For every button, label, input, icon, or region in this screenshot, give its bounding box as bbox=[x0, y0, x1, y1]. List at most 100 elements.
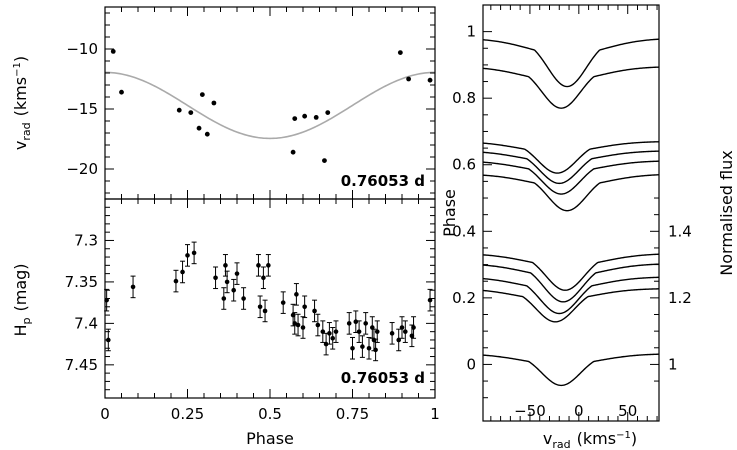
hp-point bbox=[396, 337, 402, 343]
profiles-panel: 0 0.2 0.4 0.6 0.8 1 1 1.2 1.4 −50 0 50 Phase Normal… bbox=[440, 4, 736, 450]
profiles-xtick-label: −50 bbox=[514, 402, 546, 420]
rv-point bbox=[199, 92, 205, 97]
profiles-ytick-label: 0.6 bbox=[452, 156, 476, 174]
flux-tick-label: 1 bbox=[668, 355, 678, 373]
hp-point bbox=[234, 271, 240, 276]
hp-ytick-label: 7.35 bbox=[65, 273, 98, 291]
phase-xtick-label: 0 bbox=[100, 405, 110, 423]
rv-point bbox=[204, 131, 210, 137]
rv-point bbox=[292, 116, 298, 121]
hp-point bbox=[280, 300, 286, 305]
rv-point bbox=[397, 50, 403, 55]
line-profile bbox=[482, 253, 660, 291]
hp-period-annotation: 0.76053 d bbox=[341, 369, 425, 387]
line-profile bbox=[482, 66, 660, 109]
phase-xlabel: Phase bbox=[246, 429, 294, 448]
hp-point bbox=[353, 319, 359, 325]
rv-ylabel: vrad(kms−1) bbox=[11, 56, 33, 150]
hp-point bbox=[427, 297, 433, 303]
hp-point bbox=[312, 308, 317, 314]
phase-xtick-label: 0.75 bbox=[336, 405, 369, 423]
hp-point bbox=[399, 325, 405, 330]
hp-ylabel: Hp(mag) bbox=[11, 263, 33, 336]
line-profile bbox=[482, 353, 660, 387]
hp-point bbox=[241, 296, 246, 301]
hp-point bbox=[294, 292, 299, 297]
profiles-frame bbox=[482, 4, 660, 422]
hp-point bbox=[320, 329, 326, 334]
hp-point bbox=[315, 322, 321, 328]
line-profile bbox=[482, 276, 660, 315]
rv-point bbox=[427, 77, 433, 83]
profiles-ytick-label: 0 bbox=[466, 355, 476, 373]
hp-point bbox=[356, 329, 362, 334]
hp-point bbox=[333, 329, 339, 334]
rv-point bbox=[188, 110, 194, 115]
hp-point bbox=[180, 269, 185, 275]
rv-point bbox=[196, 125, 202, 131]
line-profile bbox=[482, 160, 660, 195]
hp-point bbox=[374, 329, 380, 334]
rv-ytick-label: −10 bbox=[66, 40, 98, 58]
hp-ytick-label: 7.4 bbox=[74, 314, 98, 332]
hp-point bbox=[266, 263, 271, 268]
hp-point bbox=[327, 331, 332, 336]
profiles-xtick-label: 50 bbox=[618, 402, 637, 420]
hp-point bbox=[261, 275, 266, 281]
line-profile bbox=[482, 263, 660, 303]
hp-point bbox=[323, 341, 329, 347]
hp-point bbox=[224, 279, 230, 285]
hp-point bbox=[257, 304, 263, 310]
rv-period-annotation: 0.76053 d bbox=[341, 172, 425, 190]
hp-point bbox=[403, 329, 408, 334]
hp-point bbox=[262, 308, 268, 314]
rv-point bbox=[322, 158, 327, 164]
hp-point bbox=[346, 321, 352, 326]
profiles-ytick-label: 0.8 bbox=[452, 89, 476, 107]
profiles-ytick-label: 0.4 bbox=[452, 222, 476, 240]
rv-ytick-label: −20 bbox=[66, 160, 98, 178]
rv-point bbox=[302, 113, 308, 119]
hp-point bbox=[373, 347, 378, 353]
hp-point bbox=[231, 287, 236, 293]
profiles-xtick-label: 0 bbox=[574, 402, 584, 420]
flux-tick-label: 1.4 bbox=[668, 222, 692, 240]
hp-point bbox=[411, 325, 416, 330]
line-profile bbox=[482, 288, 660, 323]
rv-frame bbox=[104, 6, 436, 200]
phase-xtick-label: 0.25 bbox=[171, 405, 204, 423]
normalised-flux-ylabel: Normalised flux bbox=[717, 150, 736, 275]
rv-point bbox=[176, 107, 182, 113]
hp-point bbox=[389, 331, 395, 336]
rv-sine-fit bbox=[104, 71, 436, 140]
flux-tick-label: 1.2 bbox=[668, 289, 692, 307]
rv-panel: −10 −15 −20 0.76053 d vrad(kms−1) bbox=[11, 6, 436, 200]
hp-point bbox=[366, 345, 372, 351]
rv-point bbox=[290, 149, 296, 155]
hp-point bbox=[256, 263, 261, 268]
hp-point bbox=[302, 304, 307, 310]
line-profile bbox=[482, 174, 660, 212]
hp-point bbox=[213, 275, 218, 281]
profiles-ytick-label: 0.2 bbox=[452, 289, 476, 307]
hp-point bbox=[300, 325, 306, 330]
hp-point bbox=[360, 344, 365, 349]
hp-panel: 7.3 7.35 7.4 7.45 0 0.25 0.5 0.75 1 0.76053 d Ph… bbox=[11, 198, 440, 448]
rv-ytick-label: −15 bbox=[66, 100, 98, 118]
hp-point bbox=[185, 253, 190, 258]
hp-point bbox=[191, 250, 197, 256]
rv-point bbox=[119, 89, 124, 95]
phase-xtick-label: 1 bbox=[430, 405, 440, 423]
profiles-xlabel: vrad (kms−1) bbox=[543, 429, 637, 450]
rv-point bbox=[325, 110, 331, 115]
hp-point bbox=[363, 321, 369, 326]
line-profile bbox=[482, 141, 660, 174]
rv-point bbox=[313, 115, 319, 120]
hp-point bbox=[223, 263, 228, 268]
profiles-phase-ylabel: Phase bbox=[440, 189, 459, 237]
hp-point bbox=[221, 296, 227, 301]
hp-ytick-label: 7.3 bbox=[74, 231, 98, 249]
rv-point bbox=[406, 76, 411, 82]
hp-point bbox=[370, 325, 375, 330]
